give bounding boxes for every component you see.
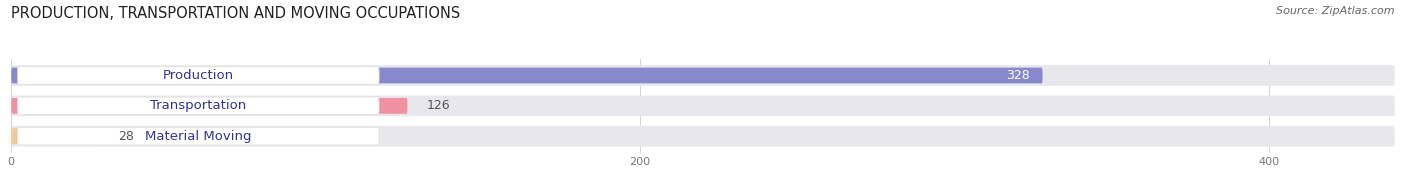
FancyBboxPatch shape xyxy=(17,97,380,115)
FancyBboxPatch shape xyxy=(17,127,380,145)
FancyBboxPatch shape xyxy=(11,98,408,114)
Text: Material Moving: Material Moving xyxy=(145,130,252,143)
Text: 126: 126 xyxy=(426,99,450,112)
Text: Source: ZipAtlas.com: Source: ZipAtlas.com xyxy=(1277,6,1395,16)
Text: 328: 328 xyxy=(1007,69,1031,82)
Text: PRODUCTION, TRANSPORTATION AND MOVING OCCUPATIONS: PRODUCTION, TRANSPORTATION AND MOVING OC… xyxy=(11,6,461,21)
FancyBboxPatch shape xyxy=(11,65,1395,86)
FancyBboxPatch shape xyxy=(11,68,1043,83)
Text: 28: 28 xyxy=(118,130,134,143)
FancyBboxPatch shape xyxy=(11,128,100,144)
Text: Production: Production xyxy=(163,69,233,82)
FancyBboxPatch shape xyxy=(11,126,1395,146)
Text: Transportation: Transportation xyxy=(150,99,246,112)
FancyBboxPatch shape xyxy=(11,95,1395,116)
FancyBboxPatch shape xyxy=(17,67,380,84)
